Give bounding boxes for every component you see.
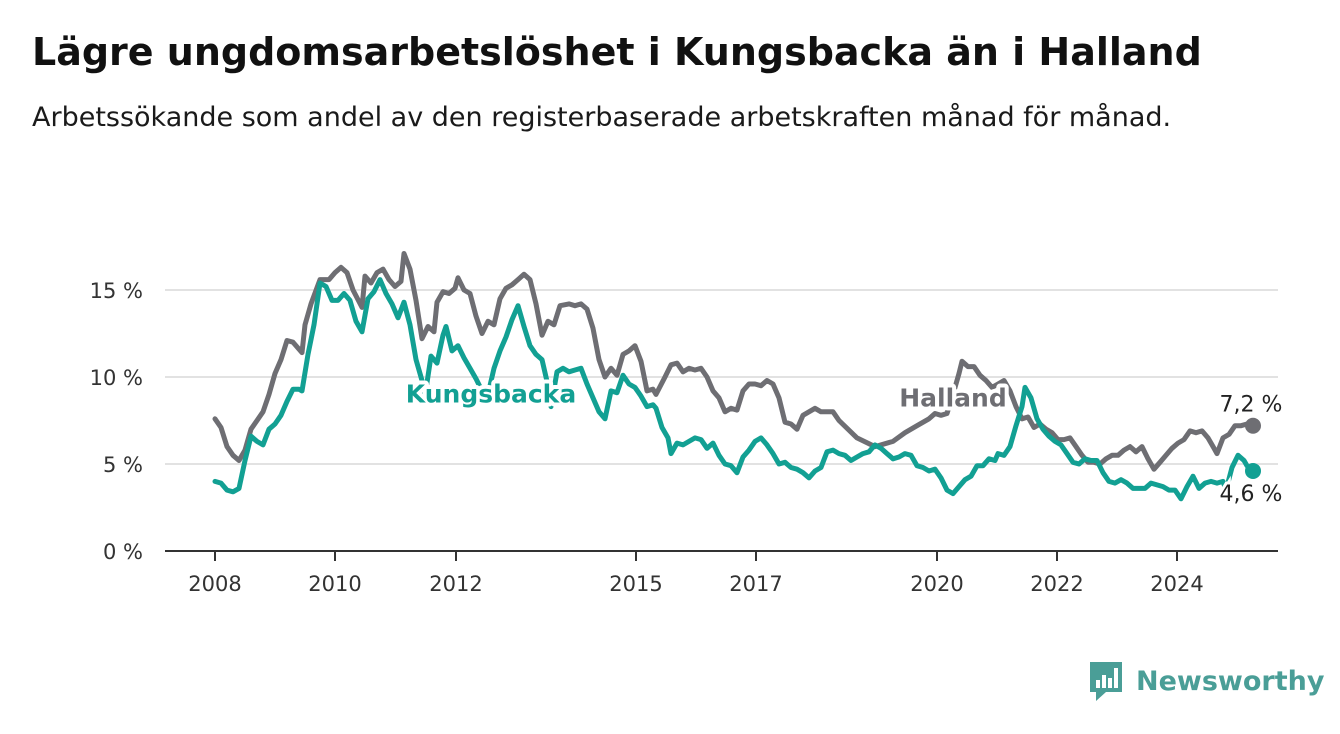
series-label-kungsbacka: Kungsbacka (406, 379, 576, 408)
endpoint-marker-kungsbacka (1245, 462, 1261, 479)
end-value-label-halland: 7,2 % (1220, 393, 1283, 418)
chart-title: Lägre ungdomsarbetslöshet i Kungsbacka ä… (32, 30, 1202, 74)
y-tick-label: 10 % (90, 366, 143, 390)
series-label-halland: Halland (899, 383, 1007, 412)
series-lines (212, 251, 1261, 502)
x-tick-label: 2017 (729, 572, 782, 596)
x-tick-label: 2020 (910, 572, 963, 596)
x-tick-label: 2015 (609, 572, 662, 596)
x-tick-label: 2024 (1150, 572, 1203, 596)
y-tick-label: 0 % (103, 540, 143, 564)
x-tick-label: 2010 (308, 572, 361, 596)
y-tick-label: 5 % (103, 453, 143, 477)
chart-subtitle: Arbetssökande som andel av den registerb… (32, 102, 1172, 133)
series-labels: Halland 7,2 % Kungsbacka 4,6 % (402, 375, 1286, 510)
newsworthy-logo[interactable]: Newsworthy (1088, 660, 1324, 702)
brand-name: Newsworthy (1136, 665, 1325, 697)
series-line-halland (212, 251, 1256, 472)
grid-lines (165, 289, 1278, 552)
x-axis-ticks: 2008 2010 2012 2015 2017 2020 2022 2024 (188, 551, 1204, 596)
x-tick-label: 2012 (429, 572, 482, 596)
y-tick-label: 15 % (90, 279, 143, 303)
newsworthy-logo-icon (1090, 662, 1122, 701)
end-value-label-kungsbacka: 4,6 % (1220, 482, 1283, 507)
series-line-kungsbacka (212, 277, 1256, 502)
x-tick-label: 2022 (1030, 572, 1083, 596)
endpoint-marker-halland (1245, 417, 1261, 434)
x-tick-label: 2008 (188, 572, 241, 596)
y-axis-ticks: 0 % 5 % 10 % 15 % (90, 279, 143, 564)
